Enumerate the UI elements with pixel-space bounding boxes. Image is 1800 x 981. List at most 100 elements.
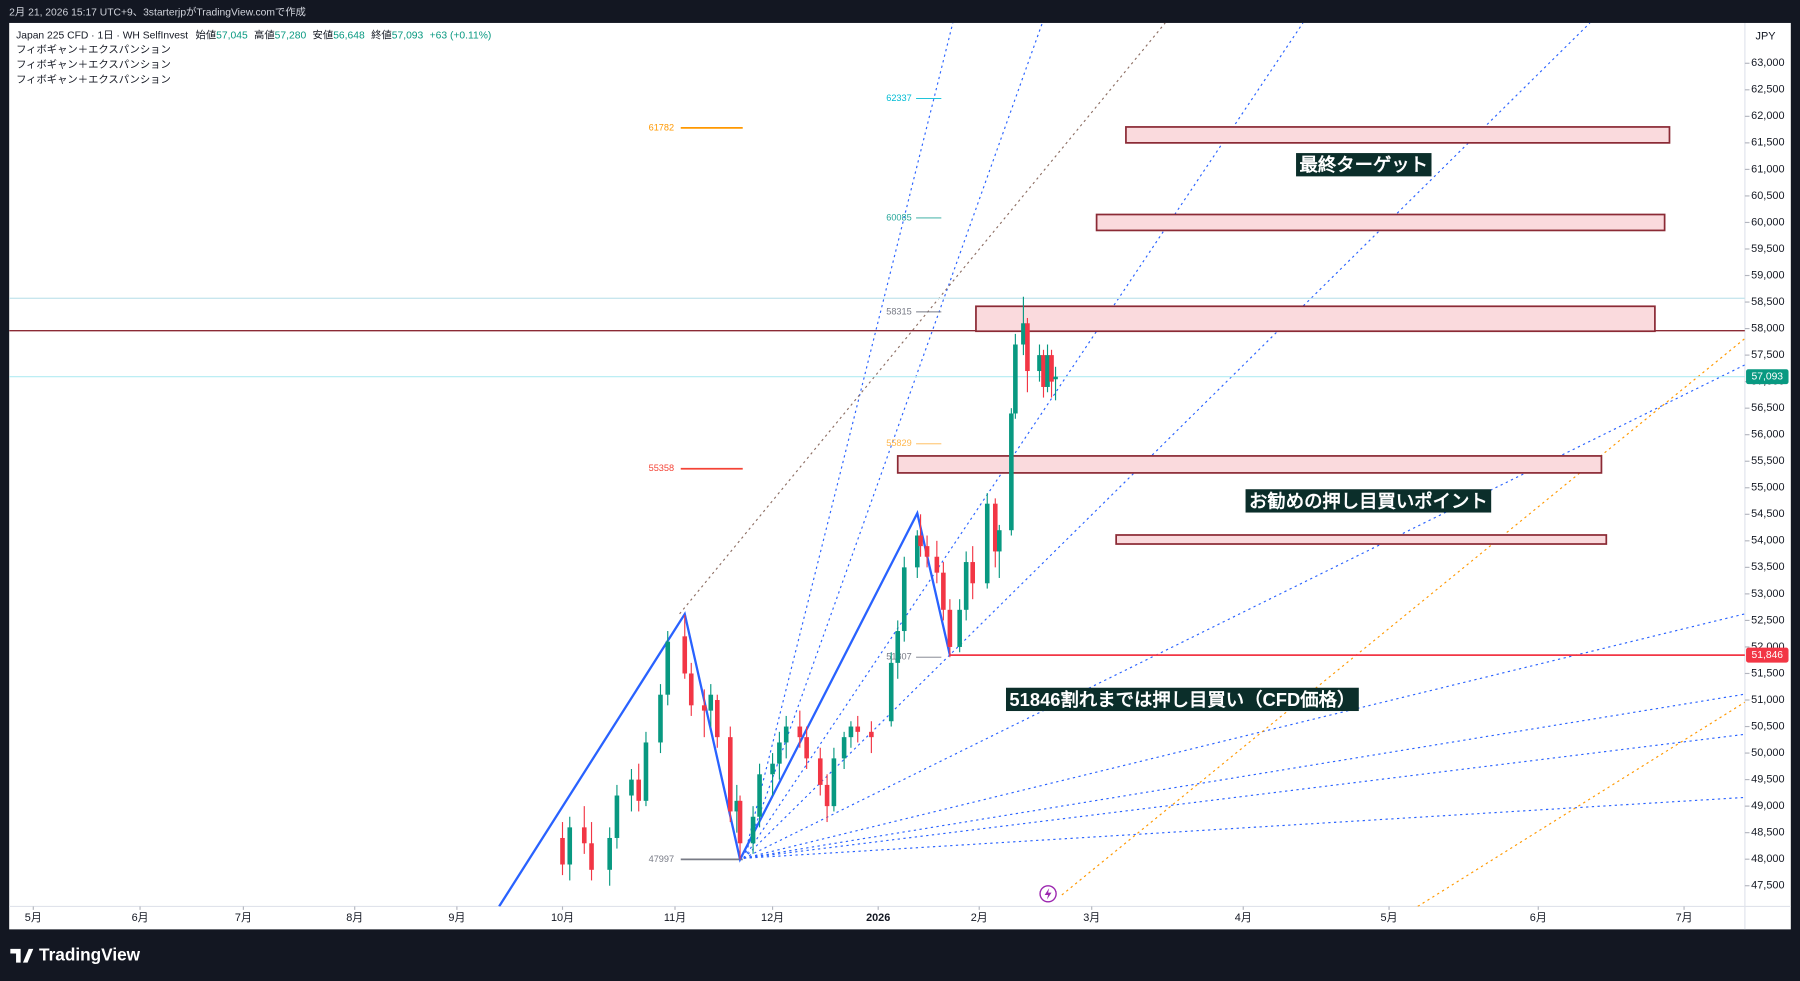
target-zone: [1115, 534, 1608, 545]
drawings: 6233761782600855831555829553585180747997: [9, 22, 1745, 907]
y-tick-label: 61,500: [1751, 137, 1784, 149]
currency: JPY: [1756, 31, 1777, 43]
candle-body: [1021, 323, 1026, 345]
brand-logo: [10, 948, 34, 963]
candle-body: [737, 800, 743, 844]
field-value: 57,280: [275, 30, 307, 41]
field-label: 安値: [313, 28, 334, 41]
candle-body: [658, 694, 663, 743]
x-tick-label: 12月: [761, 912, 784, 924]
level-label: 58315: [886, 306, 912, 316]
gann-line: [679, 22, 1166, 615]
candle-body: [607, 837, 612, 870]
y-tick-label: 62,500: [1751, 84, 1784, 96]
fan-line: [743, 22, 954, 859]
candle-body: [750, 816, 756, 844]
chart-area: [9, 22, 1791, 930]
candle-body: [614, 795, 620, 838]
x-tick-label: 7月: [1676, 912, 1693, 924]
price-label: 51,846: [1752, 650, 1784, 661]
price-label-box: [1746, 647, 1789, 663]
candle-body: [665, 641, 671, 695]
level-label: 61782: [649, 122, 675, 132]
level-label: 60085: [886, 212, 912, 222]
candle-body: [997, 530, 1002, 552]
fan-line: [743, 22, 1304, 859]
y-tick-label: 55,000: [1751, 482, 1784, 494]
field-value: 57,045: [216, 30, 248, 41]
y-tick-label: 58,000: [1751, 322, 1784, 334]
x-tick-label: 6月: [1530, 912, 1547, 924]
candle-body: [804, 737, 809, 759]
candle-body: [727, 737, 733, 812]
annotation: 51846割れまでは押し目買い（CFD価格）: [1009, 689, 1355, 710]
field-label: 高値: [254, 28, 275, 41]
level-label: 47997: [649, 854, 675, 864]
candle-body: [1049, 355, 1054, 382]
candle-body: [841, 737, 847, 759]
candle-body: [888, 662, 894, 722]
y-tick-label: 62,000: [1751, 110, 1784, 122]
candle-body: [824, 784, 830, 807]
field-label: 始値: [196, 28, 217, 41]
level-label: 55829: [886, 438, 912, 448]
y-tick-label: 56,500: [1751, 402, 1784, 414]
candle-body: [734, 800, 740, 812]
target-zone: [896, 455, 1603, 474]
y-tick-label: 50,000: [1751, 747, 1784, 759]
candle-body: [777, 742, 782, 764]
fan-line: [743, 693, 1745, 859]
candle-body: [589, 843, 594, 870]
candle-body: [984, 503, 990, 584]
candle-body: [895, 631, 901, 663]
fan-line: [743, 364, 1745, 859]
candle-body: [560, 837, 565, 865]
candle-body: [797, 726, 803, 738]
candle-body: [708, 694, 714, 711]
level-label: 55358: [649, 463, 675, 473]
x-tick-label: 7月: [235, 912, 252, 924]
y-tick-label: 63,000: [1751, 57, 1784, 69]
x-tick-label: 10月: [551, 912, 574, 924]
y-tick-label: 48,000: [1751, 853, 1784, 865]
x-tick-label: 4月: [1235, 912, 1252, 924]
annotation-box: [1005, 687, 1359, 712]
fan-lines: [743, 22, 1745, 859]
y-tick-label: 60,000: [1751, 216, 1784, 228]
candle-body: [1053, 376, 1058, 380]
y-tick-label: 55,500: [1751, 455, 1784, 467]
candle-body: [783, 726, 789, 743]
field-label: 終値: [371, 28, 392, 41]
y-tick-label: 51,000: [1751, 694, 1784, 706]
candle-body: [629, 779, 634, 796]
target-zone: [1095, 213, 1666, 232]
change: +63 (+0.11%): [430, 30, 492, 41]
candle-body: [581, 827, 587, 844]
y-tick-label: 49,000: [1751, 800, 1784, 812]
target-zone: [975, 305, 1656, 333]
brand: TradingView: [10, 944, 141, 964]
candle-body: [941, 572, 946, 610]
y-tick-label: 59,500: [1751, 243, 1784, 255]
y-tick-label: 49,500: [1751, 773, 1784, 785]
x-tick-label: 2月: [971, 912, 988, 924]
candle-body: [957, 609, 962, 647]
y-tick-label: 47,500: [1751, 880, 1784, 892]
y-tick-label: 53,000: [1751, 588, 1784, 600]
candle-body: [901, 567, 907, 632]
x-tick-label: 2026: [866, 912, 890, 924]
x-tick-label: 8月: [346, 912, 363, 924]
y-tick-label: 54,000: [1751, 535, 1784, 547]
annotation: 最終ターゲット: [1299, 154, 1428, 175]
price-label: 57,093: [1752, 371, 1784, 382]
candle-body: [643, 742, 649, 801]
study: フィボギャン＋エクスパンション: [16, 44, 171, 56]
study: フィボギャン＋エクスパンション: [16, 74, 171, 86]
candle-body: [757, 774, 762, 817]
y-tick-label: 52,500: [1751, 614, 1784, 626]
candle-body: [924, 546, 930, 557]
candle-body: [855, 726, 861, 732]
y-tick-label: 58,500: [1751, 296, 1784, 308]
